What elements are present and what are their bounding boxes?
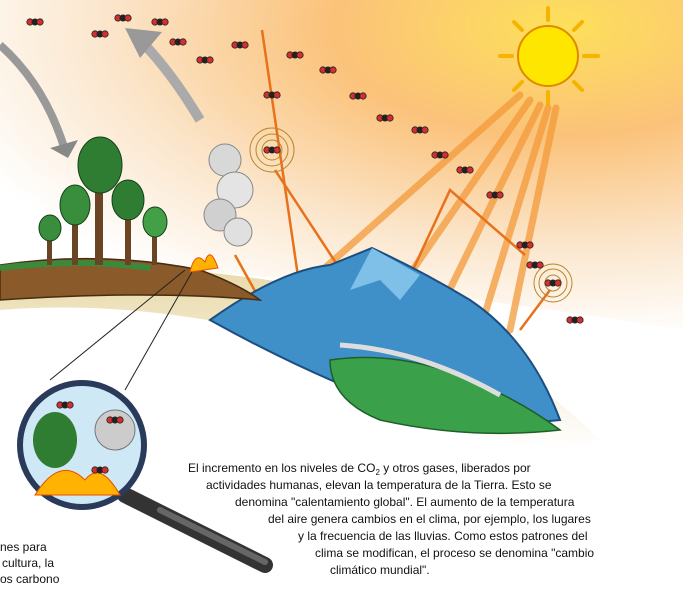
shape — [287, 52, 303, 59]
shape — [115, 15, 131, 22]
shape — [432, 152, 448, 159]
shape — [232, 42, 248, 49]
shape — [107, 417, 123, 424]
page: Calentamiento global {"paragraph": {"lin… — [0, 0, 683, 606]
shape — [264, 92, 280, 99]
shape — [112, 180, 144, 220]
paragraph-line: actividades humanas, elevan la temperatu… — [206, 478, 552, 492]
paragraph-line: y la frecuencia de las lluvias. Como est… — [298, 529, 587, 543]
shape — [170, 39, 186, 46]
shape — [57, 402, 73, 409]
shape — [60, 185, 90, 225]
shape — [197, 57, 213, 64]
left-text-line: nes para — [0, 540, 47, 554]
shape — [518, 26, 578, 86]
shape — [95, 410, 135, 450]
body: El incremento en los niveles de CO2 y ot… — [0, 0, 683, 606]
shape — [92, 467, 108, 474]
shape — [350, 93, 366, 100]
text-part: El incremento en los niveles de CO — [188, 461, 375, 475]
left-text-line: os carbono — [0, 572, 60, 586]
shape — [412, 127, 428, 134]
shape — [92, 31, 108, 38]
shape — [487, 192, 503, 199]
shape — [39, 215, 61, 241]
shape — [224, 218, 252, 246]
illustration: El incremento en los niveles de CO2 y ot… — [0, 0, 683, 606]
shape — [517, 242, 533, 249]
shape — [143, 207, 167, 237]
shape — [264, 147, 280, 154]
text-part: y otros gases, liberados por — [380, 461, 531, 475]
shape — [527, 262, 543, 269]
shape — [33, 412, 77, 468]
shape — [545, 280, 561, 287]
shape — [377, 115, 393, 122]
shape — [209, 144, 241, 176]
paragraph-line: El incremento en los niveles de CO2 y ot… — [188, 461, 531, 477]
paragraph-line: climático mundial". — [330, 563, 430, 577]
shape — [457, 167, 473, 174]
paragraph-line: denomina "calentamiento global". El aume… — [235, 495, 575, 509]
shape — [567, 317, 583, 324]
paragraph-line: clima se modifican, el proceso se denomi… — [315, 546, 594, 560]
paragraph-line: del aire genera cambios en el clima, por… — [268, 512, 591, 526]
shape — [320, 67, 336, 74]
shape — [27, 19, 43, 26]
shape — [152, 19, 168, 26]
left-text-line: cultura, la — [2, 556, 54, 570]
shape — [78, 137, 122, 193]
